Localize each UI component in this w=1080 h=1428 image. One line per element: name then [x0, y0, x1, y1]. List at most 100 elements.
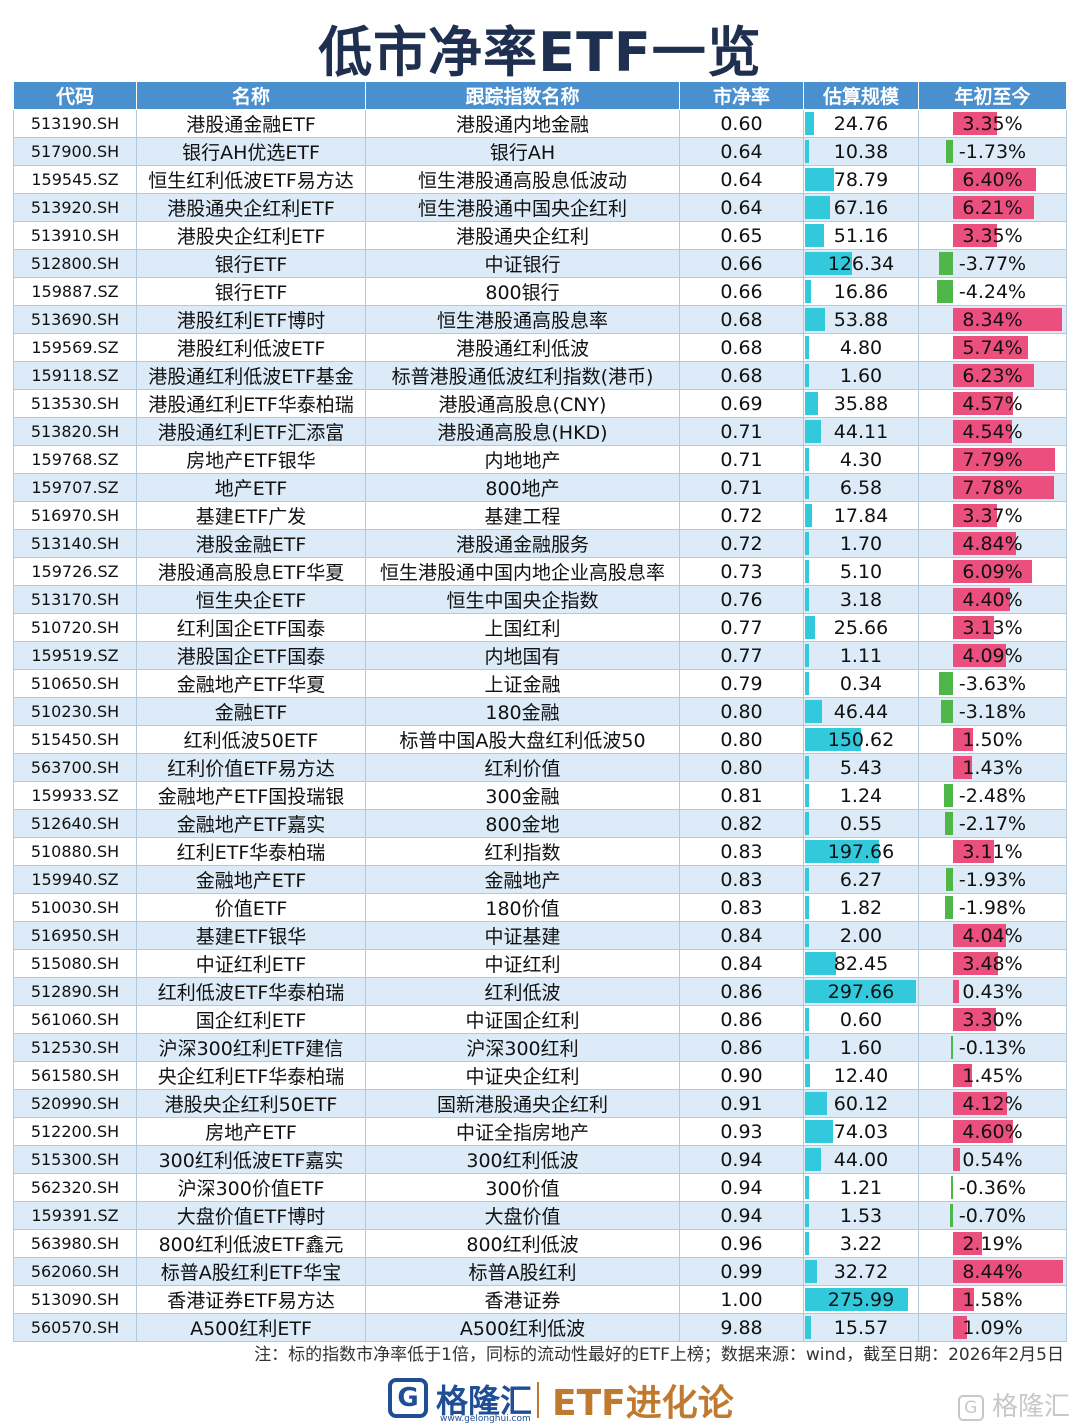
scale-value: 67.16 [833, 196, 889, 219]
ytd-bar [953, 756, 972, 779]
cell-ytd: 1.09% [918, 1313, 1067, 1342]
cell-ytd: 3.30% [918, 1005, 1067, 1034]
cell-index: 800金地 [365, 809, 680, 838]
cell-name: 800红利低波ETF鑫元 [136, 1229, 366, 1258]
scale-value: 15.57 [833, 1316, 889, 1339]
ytd-value: 4.04% [962, 924, 1023, 947]
column-header-name[interactable]: 名称 [136, 81, 366, 110]
cell-scale: 3.18 [803, 585, 919, 614]
cell-pb: 0.68 [679, 333, 804, 362]
cell-pb: 0.64 [679, 137, 804, 166]
cell-scale: 1.70 [803, 529, 919, 558]
table-row: 513090.SH 香港证券ETF易方达 香港证券 1.00 275.99 1.58% [13, 1285, 1067, 1314]
ytd-value: 7.79% [962, 448, 1023, 471]
cell-ytd: 4.54% [918, 417, 1067, 446]
ytd-value: 3.35% [962, 224, 1023, 247]
cell-index: 港股通高股息(CNY) [365, 389, 680, 418]
table-row: 510230.SH 金融ETF 180金融 0.80 46.44 -3.18% [13, 697, 1067, 726]
ytd-value: 7.78% [962, 476, 1023, 499]
cell-pb: 0.86 [679, 1033, 804, 1062]
cell-ytd: 4.57% [918, 389, 1067, 418]
ytd-bar [953, 588, 1011, 611]
etf-table: 代码 名称 跟踪指数名称 市净率 估算规模 年初至今 513190.SH 港股通金… [13, 81, 1067, 1342]
cell-ytd: -0.70% [918, 1201, 1067, 1230]
cell-pb: 0.77 [679, 641, 804, 670]
column-header-index[interactable]: 跟踪指数名称 [365, 81, 680, 110]
scale-value: 0.60 [839, 1008, 883, 1031]
ytd-bar [953, 1288, 974, 1311]
scale-value: 25.66 [833, 616, 889, 639]
cell-pb: 0.94 [679, 1145, 804, 1174]
cell-scale: 6.27 [803, 865, 919, 894]
ytd-bar [953, 532, 1017, 555]
cell-index: 恒生港股通中国央企红利 [365, 193, 680, 222]
cell-code: 513910.SH [13, 221, 137, 250]
cell-code: 516950.SH [13, 921, 137, 950]
cell-name: 基建ETF银华 [136, 921, 366, 950]
cell-scale: 12.40 [803, 1061, 919, 1090]
scale-value: 197.66 [827, 840, 895, 863]
scale-value: 74.03 [833, 1120, 889, 1143]
scale-bar [805, 980, 916, 1003]
scale-bar [805, 1148, 822, 1171]
cell-scale: 1.53 [803, 1201, 919, 1230]
cell-scale: 53.88 [803, 305, 919, 334]
cell-scale: 67.16 [803, 193, 919, 222]
cell-scale: 2.00 [803, 921, 919, 950]
scale-bar [805, 924, 809, 947]
cell-index: 800地产 [365, 473, 680, 502]
column-header-pb[interactable]: 市净率 [679, 81, 804, 110]
cell-name: 金融地产ETF [136, 865, 366, 894]
scale-value: 46.44 [833, 700, 889, 723]
cell-name: 红利国企ETF国泰 [136, 613, 366, 642]
cell-index: 港股通红利低波 [365, 333, 680, 362]
ytd-bar [953, 1260, 1063, 1283]
scale-value: 1.82 [839, 896, 883, 919]
scale-bar [805, 196, 831, 219]
scale-value: 17.84 [833, 504, 889, 527]
cell-code: 510230.SH [13, 697, 137, 726]
cell-code: 513690.SH [13, 305, 137, 334]
cell-scale: 82.45 [803, 949, 919, 978]
cell-index: 红利低波 [365, 977, 680, 1006]
ytd-value: -1.93% [958, 868, 1027, 891]
cell-index: 300价值 [365, 1173, 680, 1202]
scale-value: 6.58 [839, 476, 883, 499]
column-header-ytd[interactable]: 年初至今 [918, 81, 1067, 110]
cell-ytd: 5.74% [918, 333, 1067, 362]
cell-index: 上国红利 [365, 613, 680, 642]
cell-scale: 78.79 [803, 165, 919, 194]
ytd-bar [953, 336, 1028, 359]
cell-name: 红利价值ETF易方达 [136, 753, 366, 782]
table-row: 512200.SH 房地产ETF 中证全指房地产 0.93 74.03 4.60% [13, 1117, 1067, 1146]
scale-bar [805, 336, 809, 359]
cell-index: 恒生港股通高股息率 [365, 305, 680, 334]
cell-index: 香港证券 [365, 1285, 680, 1314]
cell-pb: 0.64 [679, 165, 804, 194]
brand-url: www.gelonghui.com [440, 1414, 531, 1424]
ytd-value: -3.77% [958, 252, 1027, 275]
cell-name: 房地产ETF银华 [136, 445, 366, 474]
cell-name: 港股金融ETF [136, 529, 366, 558]
ytd-value: 1.50% [962, 728, 1023, 751]
cell-code: 563700.SH [13, 753, 137, 782]
ytd-value: 4.60% [962, 1120, 1023, 1143]
ytd-bar [945, 868, 953, 891]
cell-scale: 0.55 [803, 809, 919, 838]
scale-bar [805, 588, 809, 611]
scale-value: 53.88 [833, 308, 889, 331]
table-row: 563980.SH 800红利低波ETF鑫元 800红利低波 0.96 3.22 2.19… [13, 1229, 1067, 1258]
cell-scale: 150.62 [803, 725, 919, 754]
scale-bar [805, 308, 826, 331]
column-header-code[interactable]: 代码 [13, 81, 137, 110]
scale-bar [805, 868, 809, 891]
ytd-value: 8.44% [962, 1260, 1023, 1283]
ytd-bar [953, 476, 1055, 499]
scale-bar [805, 392, 819, 415]
cell-index: 红利指数 [365, 837, 680, 866]
scale-bar [805, 168, 835, 191]
column-header-scale[interactable]: 估算规模 [803, 81, 919, 110]
ytd-bar [953, 560, 1033, 583]
ytd-bar [953, 980, 959, 1003]
table-row: 513140.SH 港股金融ETF 港股通金融服务 0.72 1.70 4.84% [13, 529, 1067, 558]
